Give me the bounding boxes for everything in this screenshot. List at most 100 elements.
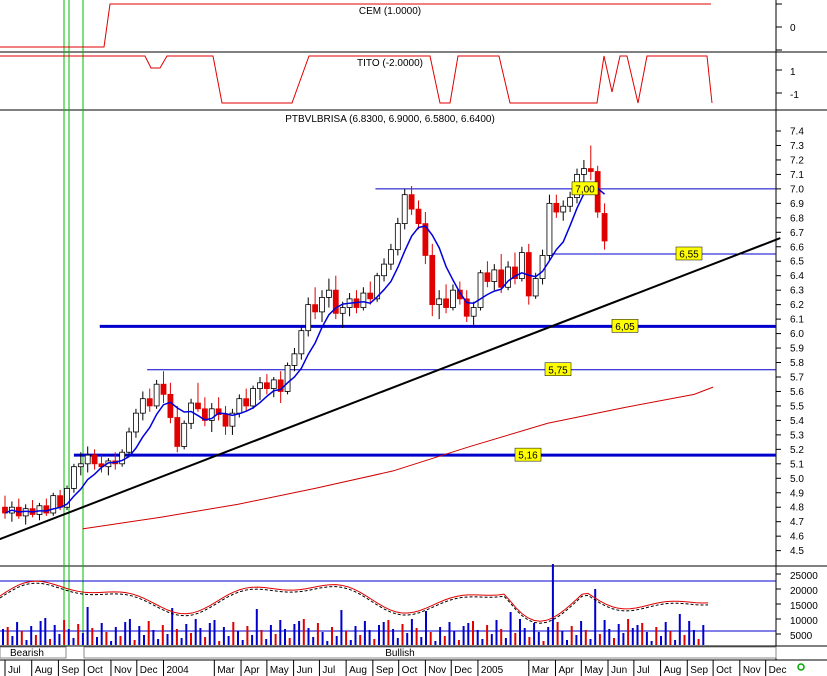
- x-tick-label: Jul: [322, 665, 335, 676]
- level-label: 6,05: [615, 322, 635, 333]
- candle-body: [539, 255, 546, 279]
- level-label-box: [611, 319, 639, 333]
- candle-body: [450, 289, 456, 308]
- candle-body: [381, 263, 387, 277]
- candle-body: [153, 383, 160, 407]
- price-y-axis: 7.4 7.3 7.2 7.1 7.0 6.9 6.8 6.7 6.6 6.5 6.4 6.3 6.2 6…: [776, 127, 804, 557]
- candle-body: [146, 398, 153, 407]
- candle-body: [388, 249, 394, 265]
- candle-body: [567, 197, 574, 207]
- y-tick-label: 5.3: [790, 430, 804, 441]
- candle-body: [139, 398, 146, 414]
- candle-body: [477, 272, 484, 308]
- candle-body: [126, 431, 132, 453]
- y-tick-label: 6.2: [790, 300, 804, 311]
- y-tick-label: 5.9: [790, 344, 804, 355]
- candle-body: [84, 454, 91, 465]
- x-tick-label: Jul: [8, 665, 21, 676]
- cem-tick-0: 0: [790, 23, 796, 34]
- level-label: 5,75: [548, 365, 568, 376]
- long-ma-line: [82, 386, 714, 530]
- volume-panel: 25000 20000 15000 10000 5000: [0, 564, 818, 645]
- bearish-zone: [0, 646, 67, 659]
- y-tick-label: 6.3: [790, 286, 804, 297]
- candle-body: [284, 365, 291, 392]
- level-label-box: [675, 246, 703, 261]
- candle-body: [512, 266, 518, 279]
- x-tick-label: Aug: [349, 665, 367, 676]
- candle-body: [408, 194, 415, 210]
- level-label: 7,00: [575, 184, 595, 195]
- candle-body: [277, 379, 284, 392]
- tito-tick-minus1: -1: [790, 90, 799, 101]
- tito-title: TITO (-2.0000): [357, 58, 423, 69]
- y-tick-label: 4.6: [790, 532, 804, 543]
- candle-body: [319, 297, 325, 313]
- candle-body: [270, 379, 277, 389]
- candle-body: [229, 412, 236, 427]
- x-tick-label: Sep: [61, 665, 79, 676]
- x-tick-label: Nov: [743, 665, 761, 676]
- volume-tick-5000: 5000: [790, 631, 813, 642]
- y-tick-label: 7.3: [790, 141, 804, 152]
- x-tick-label: 2005: [481, 665, 504, 676]
- x-axis: Jul Aug Sep Oct Nov Dec 2004 Mar Apr May Jun Jul Aug…: [4, 660, 786, 676]
- y-tick-label: 5.7: [790, 372, 804, 383]
- y-tick-label: 7.4: [790, 127, 804, 138]
- x-tick-label: Dec: [140, 665, 158, 676]
- candle-body: [367, 292, 374, 300]
- moving-average-line: [4, 187, 606, 514]
- cem-panel: CEM (1.0000) 0: [0, 3, 796, 51]
- y-tick-label: 4.9: [790, 488, 804, 499]
- candle-body: [167, 393, 174, 418]
- y-tick-label: 6.4: [790, 271, 804, 282]
- tito-tick-1: 1: [790, 67, 796, 78]
- y-tick-label: 6.8: [790, 213, 804, 224]
- candle-body: [339, 307, 346, 314]
- level-label: 6,55: [679, 249, 699, 260]
- candle-body: [601, 213, 608, 242]
- candle-body: [587, 168, 594, 172]
- x-tick-label: Oct: [402, 665, 418, 676]
- y-tick-label: 7.1: [790, 170, 804, 181]
- x-tick-label: Mar: [217, 665, 235, 676]
- candle-body: [415, 208, 422, 225]
- volume-tick-25000: 25000: [790, 571, 818, 582]
- volume-tick-15000: 15000: [790, 601, 818, 612]
- candle-body: [429, 255, 436, 306]
- candle-body: [456, 289, 463, 300]
- candle-body: [71, 466, 77, 489]
- chart-marks: 7,00 6,55 6,05 5,75 5,16: [0, 145, 781, 541]
- candle-body: [484, 272, 491, 282]
- y-tick-label: 6.9: [790, 199, 804, 210]
- candle-body: [174, 417, 181, 447]
- candle-body: [215, 408, 222, 416]
- x-tick-label: 2004: [167, 665, 190, 676]
- y-tick-label: 5.1: [790, 459, 804, 470]
- bullish-zone: [83, 646, 777, 659]
- x-tick-label: Jun: [297, 665, 313, 676]
- candle-body: [208, 408, 215, 421]
- level-label: 5,16: [518, 451, 538, 462]
- tito-line: [0, 55, 713, 104]
- level-label-box: [571, 181, 599, 196]
- candle-body: [57, 495, 64, 508]
- candle-body: [326, 289, 332, 298]
- x-tick-label: May: [584, 665, 603, 676]
- y-tick-label: 5.4: [790, 416, 804, 427]
- candle-body: [374, 275, 381, 300]
- y-tick-label: 6.7: [790, 228, 804, 239]
- candle-body: [360, 292, 367, 308]
- candle-body: [298, 330, 305, 355]
- candle-body: [463, 298, 470, 317]
- candle-body: [505, 266, 511, 288]
- status-indicator-icon: [797, 663, 805, 671]
- y-tick-label: 4.7: [790, 517, 804, 528]
- candle-body: [77, 463, 84, 468]
- x-tick-label: Nov: [428, 665, 446, 676]
- x-tick-label: Apr: [558, 665, 574, 676]
- x-tick-label: Mar: [532, 665, 550, 676]
- y-tick-label: 4.8: [790, 503, 804, 514]
- candle-body: [518, 252, 525, 279]
